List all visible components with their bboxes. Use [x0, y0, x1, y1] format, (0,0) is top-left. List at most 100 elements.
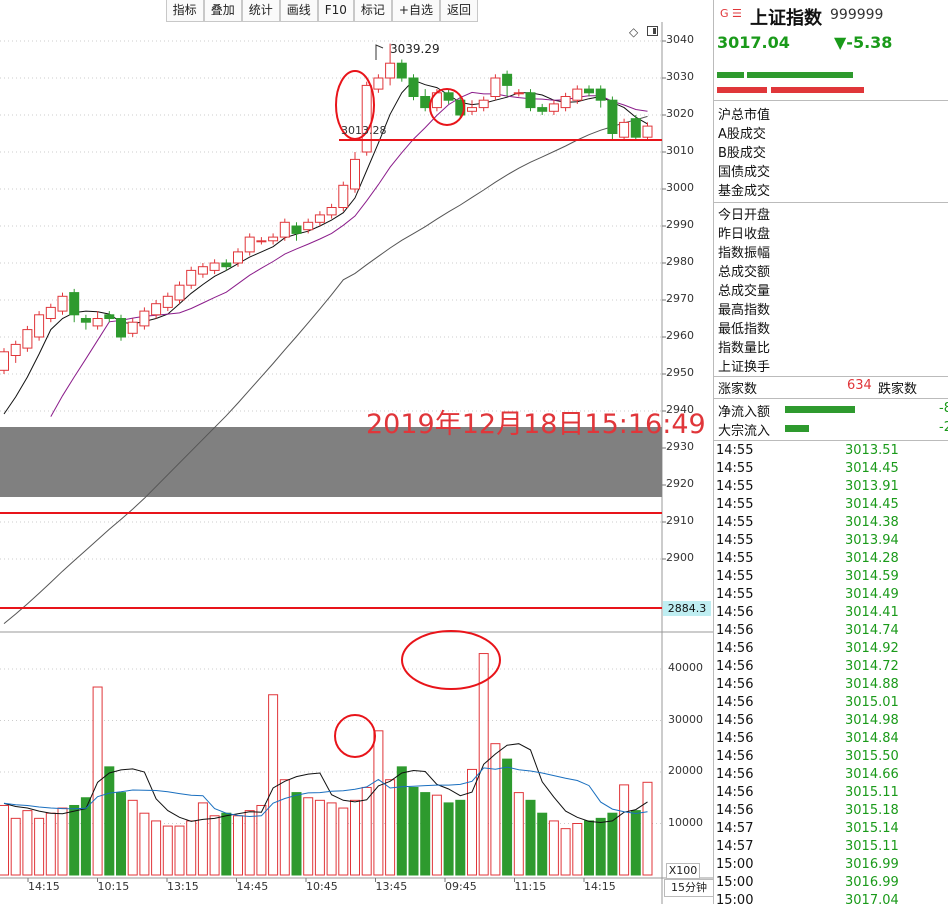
gray-overlay-band: [0, 427, 662, 497]
volume-bar: [151, 820, 162, 876]
toolbar-stats-button[interactable]: 统计: [241, 0, 280, 22]
candle-up: [314, 214, 325, 223]
quote-field-label: 国债成交: [718, 165, 771, 180]
quote-field-label: 总成交量: [718, 284, 771, 299]
candle-down: [443, 92, 454, 101]
candle-up: [174, 284, 185, 301]
candle-down: [104, 314, 115, 319]
index-name: 上证指数: [750, 8, 822, 29]
volume-bar: [373, 730, 384, 876]
volume-bar: [45, 812, 56, 876]
candle-up: [361, 84, 372, 153]
candle-up: [619, 121, 630, 138]
tick-price: 3013.91: [845, 479, 899, 494]
volume-bar: [291, 792, 302, 876]
time-tick-label: 09:45: [445, 880, 477, 893]
volume-bar: [22, 810, 33, 876]
quote-field-label: 指数振幅: [718, 246, 771, 261]
panel-icon[interactable]: [647, 26, 658, 36]
block-inflow-bar: [785, 425, 809, 432]
ma10-line: [50, 91, 648, 417]
candle-up: [338, 184, 349, 209]
tick-price: 3013.94: [845, 533, 899, 548]
tick-time: 15:00: [716, 857, 754, 872]
quote-field-label: 最低指数: [718, 322, 771, 337]
circle-annotation-volume-2: [401, 630, 501, 690]
volume-bar: [584, 820, 594, 876]
tick-time: 14:56: [716, 605, 754, 620]
quote-field-label: 指数量比: [718, 341, 771, 356]
candle-down: [80, 318, 91, 323]
toolbar-add-watchlist-button[interactable]: +自选: [391, 0, 440, 22]
price-tick-label: 2940: [666, 403, 694, 416]
volume-bar: [420, 792, 431, 876]
volume-bar: [80, 797, 91, 876]
candle-up: [303, 221, 314, 231]
toolbar-indicator-button[interactable]: 指标: [165, 0, 204, 22]
tick-row: 14:56 3014.98: [714, 713, 948, 731]
candle-up: [478, 99, 489, 109]
time-tick-label: 14:15: [584, 880, 616, 893]
tick-row: 14:55 3014.28: [714, 551, 948, 569]
price-tick-label: 2990: [666, 218, 694, 231]
volume-bar: [174, 825, 185, 876]
tick-price: 3016.99: [845, 857, 899, 872]
tick-time: 14:56: [716, 767, 754, 782]
candle-up: [151, 303, 162, 316]
candle-up: [34, 314, 45, 338]
toolbar-draw-button[interactable]: 画线: [279, 0, 318, 22]
tick-row: 14:55 3014.49: [714, 587, 948, 605]
time-tick-label: 14:45: [236, 880, 269, 893]
tick-time: 15:00: [716, 875, 754, 890]
candle-up: [350, 158, 360, 190]
candle-up: [22, 329, 33, 349]
tick-row: 14:56 3015.50: [714, 749, 948, 767]
ratio-bar-green-2: [747, 72, 853, 78]
tick-row: 14:55 3013.94: [714, 533, 948, 551]
quote-field-label: B股成交: [718, 146, 766, 161]
tick-row: 14:56 3014.74: [714, 623, 948, 641]
tick-price: 3015.11: [845, 839, 899, 854]
volume-bar: [537, 812, 548, 876]
volume-bar: [326, 802, 337, 876]
candle-up: [467, 107, 477, 112]
tick-time: 14:55: [716, 533, 754, 548]
price-tick-label: 2900: [666, 551, 694, 564]
volume-bar: [10, 817, 21, 876]
tick-price: 3017.04: [845, 893, 899, 908]
fall-count-label: 跌家数: [878, 382, 918, 397]
tick-price: 3014.66: [845, 767, 899, 782]
chart-area[interactable]: 指标 叠加 统计 画线 F10 标记 +自选 返回 ◇ 3040 3030 3020…: [0, 0, 714, 904]
toolbar-overlay-button[interactable]: 叠加: [203, 0, 242, 22]
chart-toolbar: 指标 叠加 统计 画线 F10 标记 +自选 返回: [165, 0, 478, 22]
candle-up: [560, 96, 571, 109]
tick-price: 3015.50: [845, 749, 899, 764]
diamond-icon[interactable]: ◇: [629, 25, 639, 39]
volume-bar: [221, 812, 232, 876]
tick-price: 3014.41: [845, 605, 899, 620]
toolbar-back-button[interactable]: 返回: [439, 0, 478, 22]
candle-up: [209, 262, 220, 271]
volume-bar: [560, 828, 571, 876]
period-selector[interactable]: 15分钟: [664, 879, 714, 897]
quote-field-label: 今日开盘: [718, 208, 771, 223]
quote-field-label: 最高指数: [718, 303, 771, 318]
candle-down: [396, 62, 407, 79]
tick-time: 14:55: [716, 515, 754, 530]
price-tick-label: 2910: [666, 514, 694, 527]
price-tick-label: 3010: [666, 144, 694, 157]
tick-row: 14:56 3014.72: [714, 659, 948, 677]
candle-down: [116, 318, 126, 338]
tick-time: 14:56: [716, 713, 754, 728]
toolbar-mark-button[interactable]: 标记: [353, 0, 392, 22]
price-tick-label: 3040: [666, 33, 694, 46]
tick-time: 14:55: [716, 497, 754, 512]
candle-up: [186, 269, 197, 286]
toolbar-f10-button[interactable]: F10: [317, 0, 354, 22]
tick-price: 3016.99: [845, 875, 899, 890]
tick-time: 14:55: [716, 479, 754, 494]
price-tick-label: 3020: [666, 107, 694, 120]
quote-field-label: 基金成交: [718, 184, 771, 199]
tick-time: 14:56: [716, 731, 754, 746]
tick-row: 14:56 3014.84: [714, 731, 948, 749]
